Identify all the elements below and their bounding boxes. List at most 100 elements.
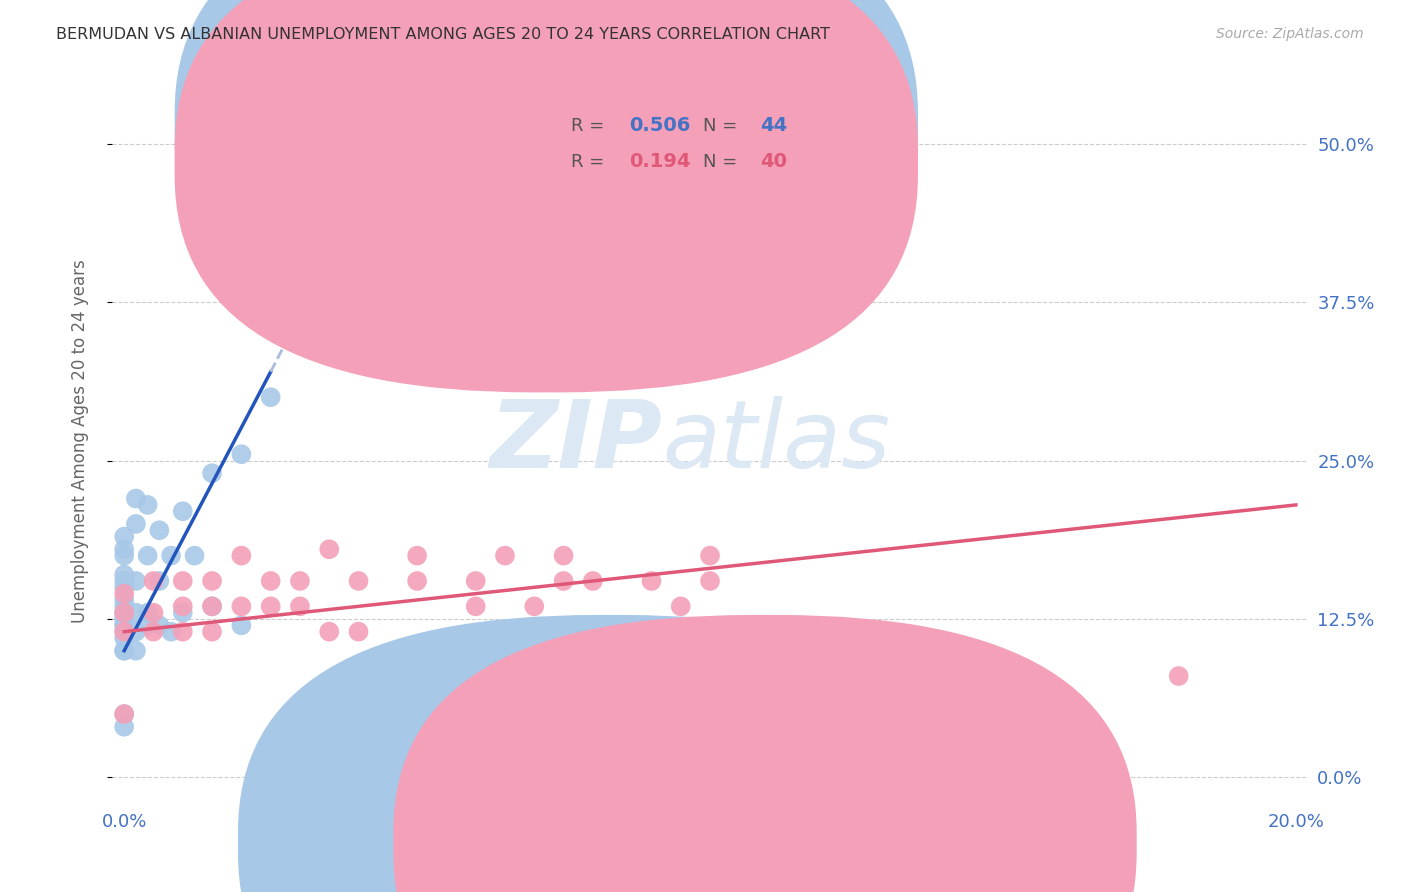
Point [201, 599, 224, 614]
Text: R =: R = [571, 117, 610, 135]
Point [260, 390, 283, 404]
Point [406, 549, 429, 563]
Text: Albanians: Albanians [786, 833, 866, 852]
Y-axis label: Unemployment Among Ages 20 to 24 years: Unemployment Among Ages 20 to 24 years [70, 260, 89, 624]
Point [201, 599, 224, 614]
FancyBboxPatch shape [508, 95, 818, 196]
Point [172, 574, 194, 588]
Point [201, 574, 224, 588]
Point [125, 643, 148, 657]
Point [260, 574, 283, 588]
Point [112, 580, 135, 594]
Point [112, 631, 135, 645]
Point [112, 618, 135, 632]
Point [112, 643, 135, 657]
Point [112, 612, 135, 626]
Text: 40: 40 [761, 153, 787, 171]
Point [136, 549, 159, 563]
Point [112, 606, 135, 620]
FancyBboxPatch shape [394, 615, 1136, 892]
Point [523, 599, 546, 614]
Point [406, 574, 429, 588]
Point [288, 574, 311, 588]
Point [318, 624, 340, 639]
Point [136, 498, 159, 512]
Text: 0.194: 0.194 [628, 153, 690, 171]
Point [125, 491, 148, 506]
FancyBboxPatch shape [174, 0, 918, 392]
Point [172, 504, 194, 518]
Point [553, 574, 575, 588]
Point [699, 574, 721, 588]
Point [112, 567, 135, 582]
Point [464, 574, 486, 588]
Point [201, 624, 224, 639]
Point [347, 624, 370, 639]
FancyBboxPatch shape [174, 0, 918, 356]
Point [136, 618, 159, 632]
Point [112, 549, 135, 563]
Point [669, 599, 692, 614]
Point [160, 624, 183, 639]
Point [494, 624, 516, 639]
Point [148, 523, 170, 537]
Point [231, 618, 253, 632]
Point [231, 447, 253, 461]
Point [699, 549, 721, 563]
Text: 0.506: 0.506 [628, 116, 690, 136]
Point [136, 606, 159, 620]
Point [112, 643, 135, 657]
Point [142, 606, 165, 620]
Point [112, 542, 135, 557]
Point [172, 624, 194, 639]
Text: R =: R = [571, 153, 616, 171]
Point [183, 549, 205, 563]
Text: N =: N = [703, 117, 742, 135]
Point [464, 599, 486, 614]
Point [148, 618, 170, 632]
Point [318, 542, 340, 557]
Point [112, 593, 135, 607]
Point [1167, 669, 1189, 683]
Point [112, 606, 135, 620]
Text: Source: ZipAtlas.com: Source: ZipAtlas.com [1216, 27, 1364, 41]
Point [125, 574, 148, 588]
Point [112, 612, 135, 626]
Point [112, 606, 135, 620]
Point [148, 574, 170, 588]
Point [231, 549, 253, 563]
Point [582, 624, 605, 639]
Point [172, 599, 194, 614]
Text: 44: 44 [761, 116, 787, 136]
Point [553, 549, 575, 563]
Point [112, 720, 135, 734]
Point [112, 707, 135, 722]
Point [640, 574, 662, 588]
Point [112, 624, 135, 639]
Point [260, 599, 283, 614]
Point [582, 574, 605, 588]
Point [125, 516, 148, 531]
Text: atlas: atlas [662, 396, 890, 487]
Text: ZIP: ZIP [489, 395, 662, 488]
Point [231, 599, 253, 614]
Point [112, 707, 135, 722]
Text: N =: N = [703, 153, 742, 171]
Point [142, 574, 165, 588]
Text: Bermudans: Bermudans [630, 833, 725, 852]
Point [125, 624, 148, 639]
Point [112, 618, 135, 632]
Point [142, 624, 165, 639]
Point [160, 549, 183, 563]
Text: BERMUDAN VS ALBANIAN UNEMPLOYMENT AMONG AGES 20 TO 24 YEARS CORRELATION CHART: BERMUDAN VS ALBANIAN UNEMPLOYMENT AMONG … [56, 27, 830, 42]
Point [112, 587, 135, 601]
Point [288, 599, 311, 614]
Point [112, 624, 135, 639]
Point [494, 549, 516, 563]
Point [112, 599, 135, 614]
Point [347, 574, 370, 588]
Point [125, 606, 148, 620]
FancyBboxPatch shape [238, 615, 981, 892]
Point [288, 161, 311, 176]
Point [112, 574, 135, 588]
